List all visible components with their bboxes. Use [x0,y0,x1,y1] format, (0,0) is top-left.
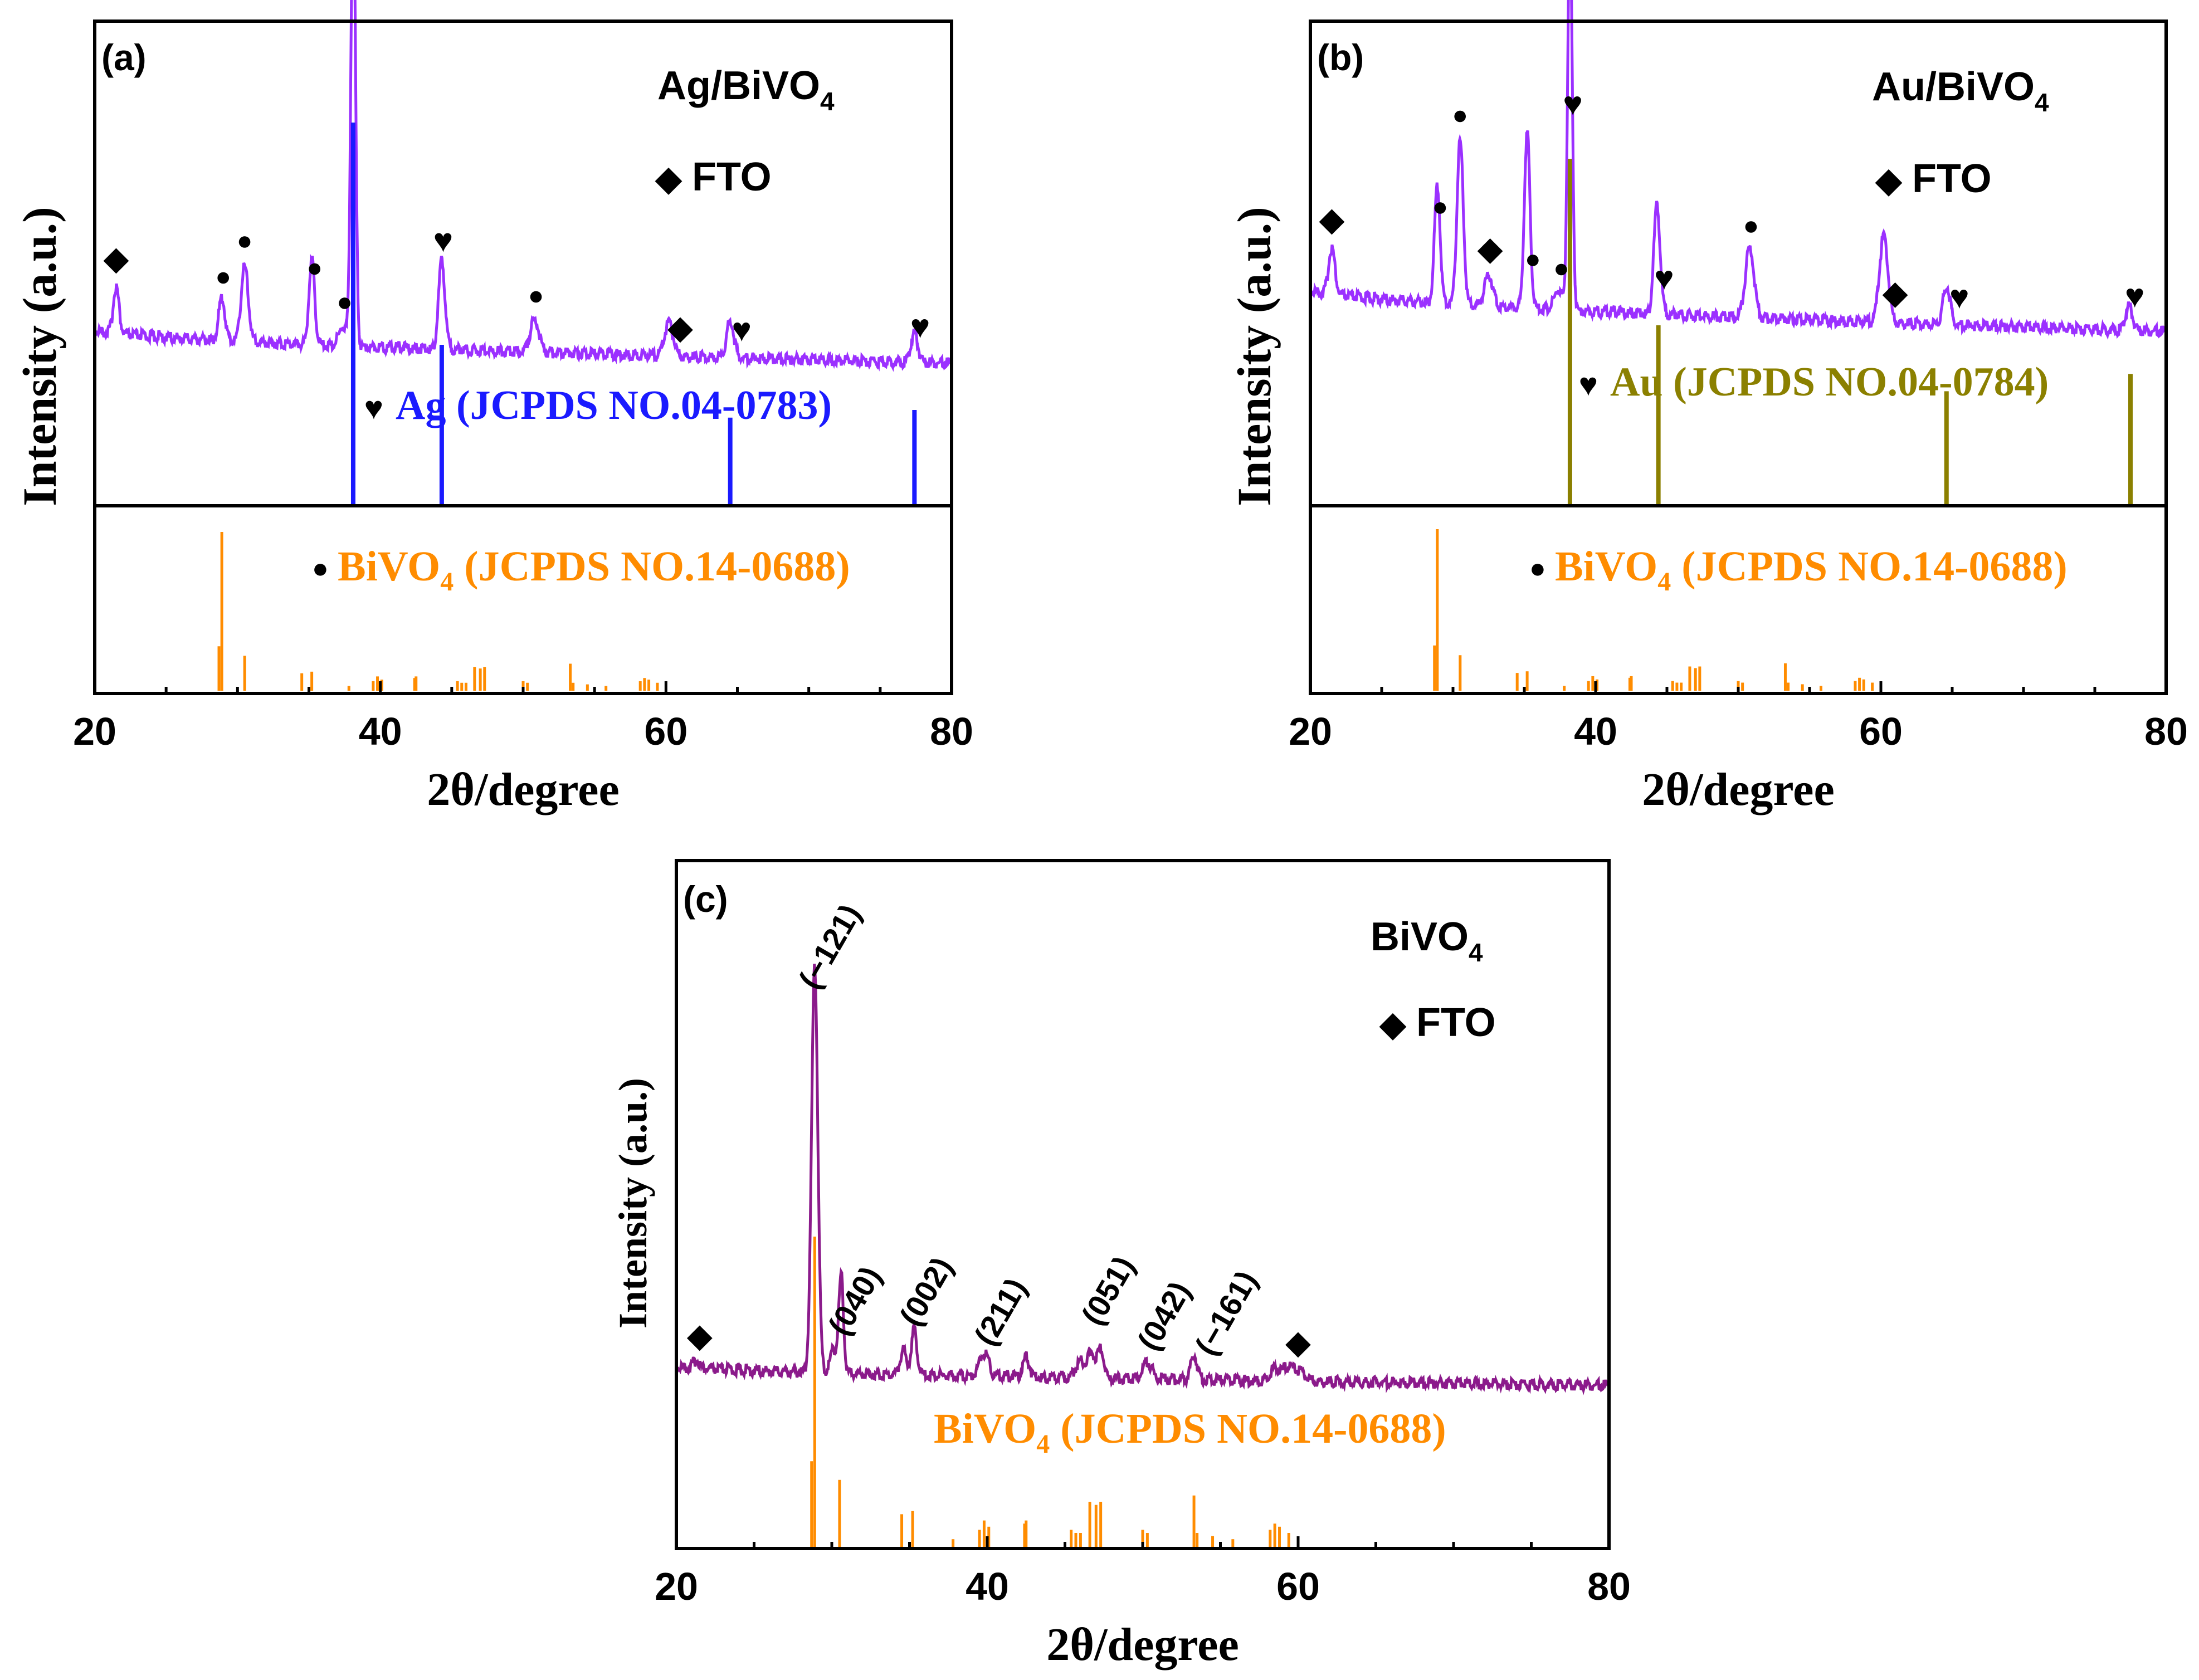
diamond-marker: ◆ [103,240,129,277]
hkl-label: (040) [821,1261,888,1341]
circle-marker: ● [1432,192,1448,222]
sample-trace-a [93,0,953,372]
chart-panel-b: ♥ Au (JCPDS NO.04-0784)● BiVO4 (JCPDS NO.1… [1227,0,2188,815]
heart-marker: ♥ [1563,85,1583,122]
bivo4-legend-sub: 4 [440,567,454,597]
bivo4-ref-legend: BiVO4 (JCPDS NO.14-0688) [934,1405,1446,1459]
diamond-marker: ◆ [1883,274,1908,311]
x-axis-label: 2θ/degree [1642,764,1835,815]
x-tick-label: 40 [966,1565,1009,1608]
heart-marker-legend: ♥ [364,390,383,426]
x-tick-label: 60 [1859,710,1903,753]
hkl-label: (−121) [792,898,867,995]
circle-marker: ● [215,262,231,292]
panel-label: (b) [1317,37,1364,78]
heart-marker: ♥ [1654,259,1674,296]
x-tick-label: 20 [73,710,116,753]
panel-label: (c) [683,878,728,920]
bivo4-legend-sub: 4 [1036,1429,1050,1459]
circle-marker: ● [306,253,323,282]
diamond-marker: ◆ [1319,201,1344,238]
diamond-marker: ◆ [687,1317,713,1354]
bivo4-legend-rest: (JCPDS NO.14-0688) [1671,543,2067,590]
diamond-marker-legend: ◆ [655,158,682,198]
y-axis-label: Intensity (a.u.) [611,1078,655,1329]
heart-marker: ♥ [2125,277,2145,315]
sample-label-main: BiVO [1371,915,1469,959]
x-axis-label: 2θ/degree [1046,1619,1239,1671]
bivo4-legend-main: BiVO [1555,543,1657,590]
circle-marker: ● [1452,100,1468,130]
x-tick-label: 40 [359,710,402,753]
bivo4-ref-legend: BiVO4 (JCPDS NO.14-0688) [1555,543,2068,597]
sample-label: BiVO4 [1371,915,1483,967]
circle-marker: ● [237,226,253,256]
x-tick-label: 20 [655,1565,698,1608]
y-axis-label: Intensity (a.u.) [13,207,66,506]
fto-legend: FTO [692,155,772,199]
diamond-marker-legend: ◆ [1379,1004,1407,1044]
fto-legend: FTO [1912,157,1992,201]
x-tick-label: 60 [1276,1565,1320,1608]
x-tick-label: 60 [644,710,688,753]
sample-label-sub: 4 [2035,88,2049,117]
heart-marker: ♥ [910,308,930,345]
heart-marker: ♥ [1949,278,1969,315]
hkl-label: (042) [1130,1276,1197,1356]
hkl-label: (002) [893,1251,959,1332]
hkl-label: (051) [1075,1250,1142,1331]
circle-marker: ● [1743,211,1759,241]
metal-ref-legend: Au (JCPDS NO.04-0784) [1610,359,2049,405]
hkl-label: (−161) [1188,1264,1264,1361]
hkl-label: (211) [967,1272,1033,1351]
circle-marker: ● [528,281,544,310]
plot-frame [1309,19,2168,695]
x-tick-label: 20 [1289,710,1332,753]
diamond-marker-legend: ◆ [1875,160,1903,200]
sample-label-sub: 4 [820,87,835,116]
sample-trace-b [1309,0,2168,340]
y-axis-label: Intensity (a.u.) [1227,207,1281,506]
bivo4-legend-rest: (JCPDS NO.14-0688) [1050,1405,1446,1452]
diamond-marker: ◆ [667,309,693,346]
panel-label: (a) [101,37,147,78]
heart-marker: ♥ [732,311,752,348]
circle-marker-legend: ● [1529,553,1546,584]
circle-marker-legend: ● [312,553,329,584]
sample-label: Au/BiVO4 [1872,65,2049,117]
metal-ref-legend: Ag (JCPDS NO.04-0783) [396,383,832,428]
circle-marker: ● [1553,253,1569,283]
heart-marker: ♥ [433,222,454,259]
circle-marker: ● [337,287,353,317]
x-tick-label: 40 [1574,710,1617,753]
bivo4-ref-legend: BiVO4 (JCPDS NO.14-0688) [338,543,850,597]
circle-marker: ● [1525,245,1541,274]
heart-marker-legend: ♥ [1579,367,1598,403]
x-axis-label: 2θ/degree [427,764,620,815]
sample-label-sub: 4 [1469,938,1483,967]
bivo4-legend-sub: 4 [1657,567,1671,597]
bivo4-legend-main: BiVO [934,1405,1036,1452]
fto-legend: FTO [1416,1000,1496,1045]
sample-label: Ag/BiVO4 [657,64,835,116]
x-tick-label: 80 [1587,1565,1631,1608]
chart-panel-c: BiVO4 (JCPDS NO.14-0688)◆ ◆(−121)(040) (00… [611,859,1631,1671]
bivo4-legend-rest: (JCPDS NO.14-0688) [454,543,850,590]
diamond-marker: ◆ [1477,229,1503,267]
chart-panel-a: ♥ Ag (JCPDS NO.04-0783)● BiVO4 (JCPDS NO.1… [13,0,973,815]
sample-label-main: Ag/BiVO [657,64,820,108]
sample-trace-c [675,964,1611,1395]
diamond-marker: ◆ [1285,1324,1311,1361]
x-tick-label: 80 [930,710,973,753]
bivo4-legend-main: BiVO [338,543,440,590]
sample-label-main: Au/BiVO [1872,65,2035,109]
x-tick-label: 80 [2144,710,2188,753]
